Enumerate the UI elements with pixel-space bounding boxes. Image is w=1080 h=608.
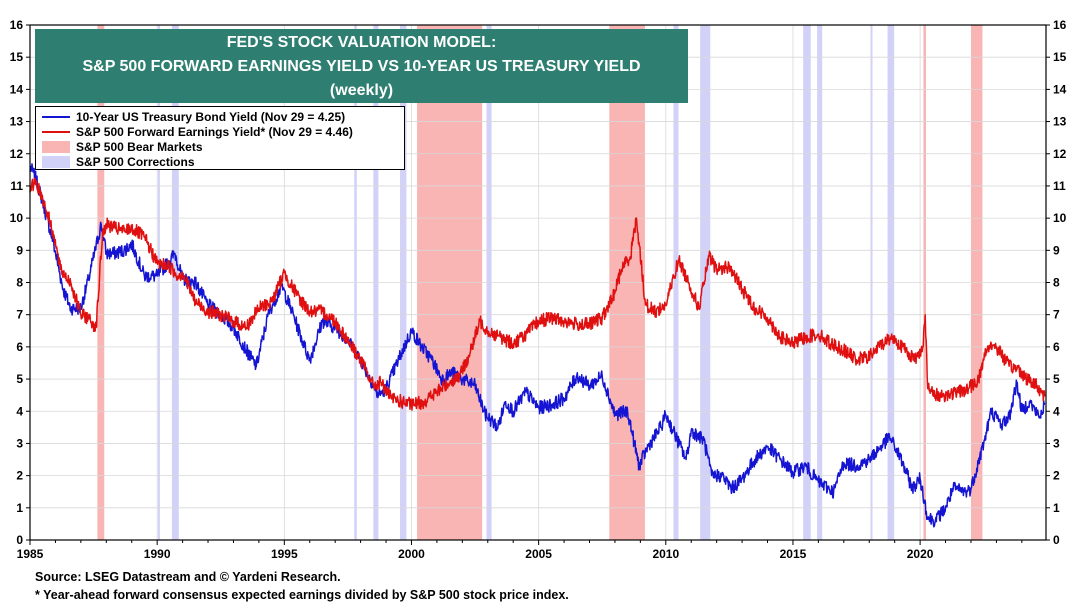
- series-line-earnings: [29, 177, 1046, 411]
- legend: 10-Year US Treasury Bond Yield (Nov 29 =…: [35, 106, 405, 170]
- y-tick-label-right-2: 2: [1053, 469, 1060, 483]
- x-tick-label-1990: 1990: [144, 547, 171, 561]
- y-tick-label-right-15: 15: [1053, 50, 1067, 64]
- title-line-1: FED'S STOCK VALUATION MODEL:: [226, 34, 497, 51]
- y-tick-label-right-4: 4: [1053, 404, 1060, 418]
- legend-label-corrections: S&P 500 Corrections: [76, 154, 195, 169]
- y-tick-label-right-6: 6: [1053, 340, 1060, 354]
- y-tick-label-left-1: 1: [16, 501, 23, 515]
- chart-title: FED'S STOCK VALUATION MODEL: S&P 500 FOR…: [35, 29, 688, 103]
- y-tick-label-right-8: 8: [1053, 276, 1060, 290]
- y-tick-label-left-11: 11: [10, 179, 23, 193]
- legend-item-bear: S&P 500 Bear Markets: [42, 139, 203, 154]
- x-tick-label-2020: 2020: [907, 547, 934, 561]
- y-tick-label-left-15: 15: [10, 50, 24, 64]
- footnote: * Year-ahead forward consensus expected …: [35, 588, 569, 602]
- y-tick-label-left-8: 8: [16, 276, 23, 290]
- y-tick-label-left-14: 14: [10, 82, 24, 96]
- y-tick-label-left-5: 5: [16, 372, 23, 386]
- legend-label-bear: S&P 500 Bear Markets: [76, 139, 203, 154]
- legend-swatch-treasury: [42, 115, 70, 118]
- y-tick-label-right-3: 3: [1053, 436, 1060, 450]
- title-line-3: (weekly): [329, 82, 394, 99]
- legend-item-treasury: 10-Year US Treasury Bond Yield (Nov 29 =…: [42, 109, 345, 124]
- y-tick-label-left-4: 4: [16, 404, 23, 418]
- y-tick-label-left-6: 6: [16, 340, 23, 354]
- y-tick-label-left-10: 10: [10, 211, 24, 225]
- legend-item-earnings: S&P 500 Forward Earnings Yield* (Nov 29 …: [42, 124, 353, 139]
- legend-swatch-corrections: [42, 155, 70, 168]
- y-tick-label-right-7: 7: [1053, 308, 1060, 322]
- y-tick-label-left-3: 3: [16, 436, 23, 450]
- y-tick-label-right-11: 11: [1053, 179, 1066, 193]
- y-tick-label-left-13: 13: [10, 115, 24, 129]
- y-tick-label-left-0: 0: [16, 533, 23, 547]
- legend-swatch-earnings: [42, 130, 70, 133]
- y-tick-label-left-2: 2: [16, 469, 23, 483]
- x-tick-label-1995: 1995: [271, 547, 298, 561]
- y-tick-label-right-5: 5: [1053, 372, 1060, 386]
- y-tick-label-left-9: 9: [16, 243, 23, 257]
- y-tick-label-left-16: 16: [10, 18, 24, 32]
- y-tick-label-right-12: 12: [1053, 147, 1067, 161]
- title-line-2: S&P 500 FORWARD EARNINGS YIELD VS 10-YEA…: [82, 58, 641, 75]
- legend-swatch-bear: [42, 140, 70, 153]
- y-tick-label-right-14: 14: [1053, 82, 1067, 96]
- series-line-treasury: [29, 163, 1046, 528]
- x-tick-label-2000: 2000: [398, 547, 425, 561]
- y-tick-label-right-10: 10: [1053, 211, 1067, 225]
- y-tick-label-right-16: 16: [1053, 18, 1067, 32]
- x-tick-label-1985: 1985: [17, 547, 44, 561]
- y-tick-label-right-0: 0: [1053, 533, 1060, 547]
- series-lines: [29, 163, 1046, 528]
- y-tick-label-right-13: 13: [1053, 115, 1067, 129]
- y-tick-label-left-12: 12: [10, 147, 24, 161]
- source-note: Source: LSEG Datastream and © Yardeni Re…: [35, 570, 341, 584]
- y-tick-label-left-7: 7: [16, 308, 23, 322]
- legend-label-earnings: S&P 500 Forward Earnings Yield* (Nov 29 …: [76, 124, 353, 139]
- legend-item-corrections: S&P 500 Corrections: [42, 154, 195, 169]
- y-tick-label-right-9: 9: [1053, 243, 1060, 257]
- x-tick-label-2015: 2015: [780, 547, 807, 561]
- x-tick-label-2010: 2010: [652, 547, 679, 561]
- legend-label-treasury: 10-Year US Treasury Bond Yield (Nov 29 =…: [76, 109, 346, 124]
- x-tick-label-2005: 2005: [525, 547, 552, 561]
- y-tick-label-right-1: 1: [1053, 501, 1060, 515]
